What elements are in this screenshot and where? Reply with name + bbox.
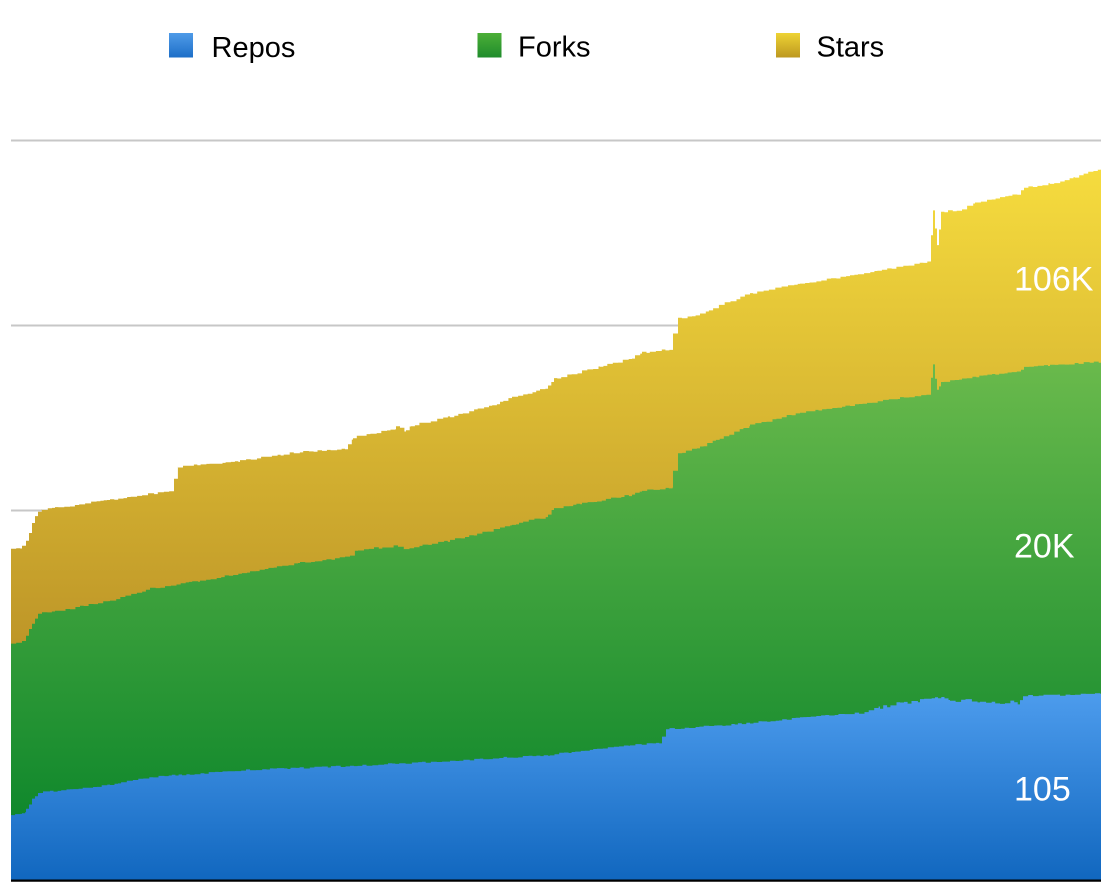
svg-text:20K: 20K [1014,528,1075,566]
svg-text:106K: 106K [1014,261,1094,299]
svg-text:105: 105 [1014,771,1071,809]
svg-text:Stars: Stars [817,32,885,64]
svg-text:Forks: Forks [518,32,591,64]
svg-text:Repos: Repos [212,32,296,64]
